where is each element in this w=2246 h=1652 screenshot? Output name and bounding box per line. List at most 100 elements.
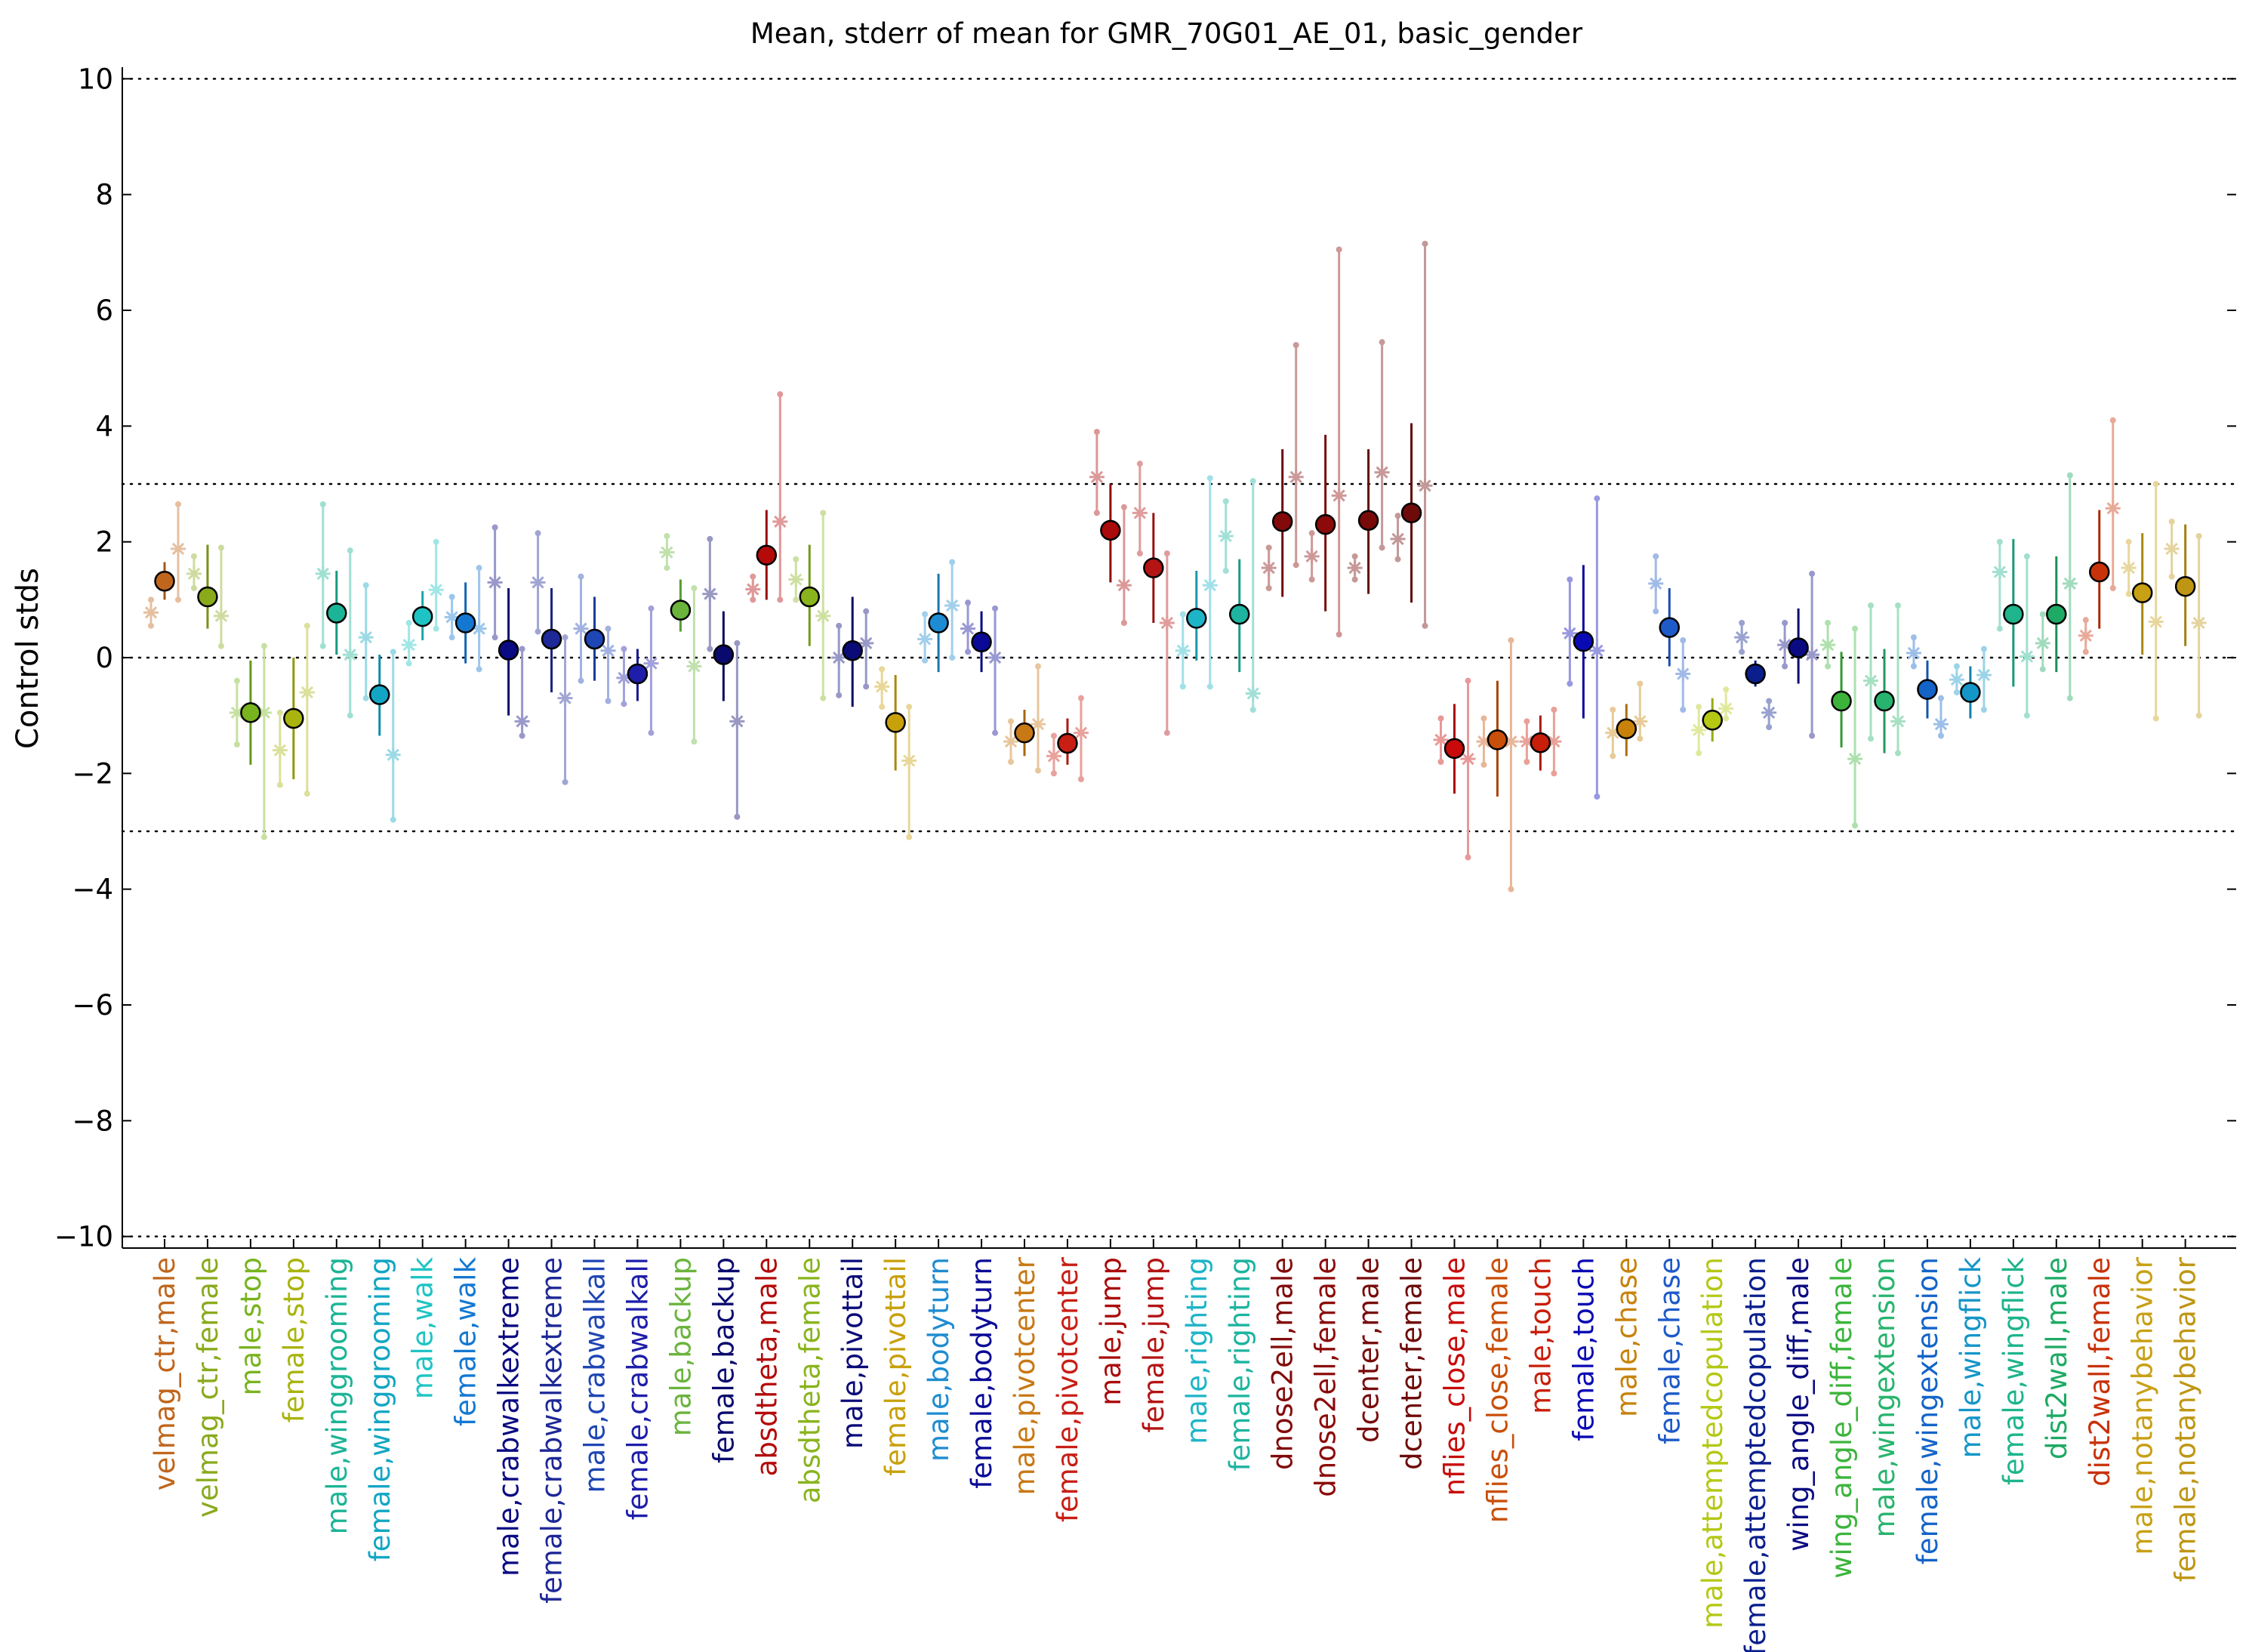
- experiment-mean-marker: [557, 690, 573, 706]
- experiment-error-cap: [992, 605, 999, 612]
- mean-marker: [541, 628, 562, 650]
- asterisk-stroke: [1203, 579, 1216, 592]
- mean-marker: [240, 702, 261, 723]
- experiment-error-cap: [1910, 663, 1917, 670]
- experiment-error-cap: [1437, 715, 1444, 722]
- experiment-error-cap: [2168, 573, 2175, 580]
- asterisk-stroke: [661, 546, 673, 559]
- asterisk-stroke: [2122, 562, 2135, 575]
- experiment-error-cap: [1825, 620, 1832, 626]
- experiment-error-cap: [319, 501, 326, 507]
- experiment-error-cap: [1480, 715, 1487, 722]
- experiment-error-cap: [1292, 342, 1299, 348]
- experiment-error-cap: [276, 781, 283, 788]
- experiment-error-cap: [1249, 707, 1256, 713]
- asterisk-stroke: [1289, 470, 1302, 483]
- experiment-error-cap: [906, 704, 913, 710]
- experiment-error-cap: [922, 657, 929, 664]
- experiment-mean-marker: [1890, 714, 1906, 729]
- asterisk-stroke: [1736, 631, 1748, 644]
- asterisk-stroke: [2063, 577, 2076, 590]
- experiment-error-cap: [303, 791, 310, 797]
- asterisk-stroke: [402, 639, 415, 652]
- asterisk-stroke: [2020, 650, 2033, 663]
- x-tick-label: male,chase: [1610, 1257, 1643, 1417]
- experiment-mean-marker: [2078, 627, 2093, 643]
- experiment-error-cap: [1567, 576, 1573, 583]
- experiment-error-cap: [390, 816, 396, 823]
- experiment-error-cap: [1953, 663, 1960, 670]
- experiment-error-cap: [1249, 478, 1256, 485]
- experiment-mean-marker: [944, 598, 960, 613]
- x-tick-label: absdtheta,female: [793, 1257, 826, 1503]
- asterisk-stroke: [2036, 636, 2049, 649]
- mean-marker: [454, 612, 476, 633]
- x-tick-label: male,backup: [664, 1257, 697, 1436]
- experiment-error-cap: [750, 596, 756, 603]
- experiment-error-cap: [1680, 707, 1687, 713]
- mean-marker: [1745, 663, 1766, 685]
- experiment-mean-marker: [1218, 529, 1234, 544]
- mean-marker: [1487, 729, 1508, 750]
- x-tick-label: velmag_ctr,male: [149, 1257, 181, 1490]
- asterisk-stroke: [575, 622, 587, 635]
- asterisk-stroke: [1591, 644, 1604, 657]
- experiment-mean-marker: [1245, 686, 1261, 701]
- mean-marker: [1443, 738, 1465, 760]
- mean-marker: [1186, 608, 1207, 629]
- experiment-mean-marker: [186, 566, 202, 581]
- y-tick-label: 10: [78, 63, 113, 95]
- experiment-mean-marker: [2191, 615, 2207, 630]
- asterisk-stroke: [316, 567, 329, 580]
- experiment-error-cap: [1308, 530, 1315, 537]
- experiment-mean-marker: [487, 575, 503, 590]
- experiment-error-cap: [1093, 510, 1100, 516]
- experiment-error-cap: [2195, 712, 2202, 719]
- experiment-error-cap: [1292, 562, 1299, 569]
- mean-marker: [1659, 617, 1680, 638]
- experiment-mean-marker: [1675, 666, 1691, 682]
- experiment-error-cap: [519, 646, 525, 652]
- experiment-error-cap: [1136, 461, 1143, 467]
- experiment-mean-marker: [1906, 645, 1921, 661]
- y-axis-ticks: 10 8 6 4 2 0 −2 −4 −6 −8 −10: [54, 63, 2236, 1253]
- experiment-mean-marker: [831, 650, 847, 665]
- asterisk-stroke: [257, 706, 271, 719]
- mean-marker: [971, 631, 992, 653]
- experiment-error-cap: [2039, 611, 2046, 618]
- experiment-error-cap: [836, 692, 843, 698]
- experiment-error-cap: [190, 585, 197, 591]
- experiment-error-cap: [1980, 646, 1987, 652]
- asterisk-stroke: [2165, 542, 2178, 555]
- experiment-error-cap: [949, 655, 956, 661]
- experiment-mean-marker: [1433, 732, 1449, 747]
- mean-marker: [1400, 502, 1422, 524]
- experiment-mean-marker: [2148, 614, 2164, 630]
- experiment-mean-marker: [2105, 501, 2121, 516]
- experiment-error-cap: [362, 582, 369, 589]
- experiment-error-cap: [707, 646, 713, 652]
- asterisk-stroke: [1090, 470, 1104, 483]
- experiment-error-cap: [1336, 631, 1342, 638]
- asterisk-stroke: [1047, 750, 1061, 763]
- experiment-error-cap: [1465, 677, 1471, 684]
- x-tick-label: wing_angle_diff,male: [1782, 1257, 1815, 1552]
- experiment-error-cap: [1739, 620, 1745, 626]
- experiment-error-cap: [664, 565, 670, 572]
- asterisk-stroke: [1693, 723, 1705, 736]
- asterisk-stroke: [945, 599, 959, 612]
- mean-marker: [1530, 732, 1551, 754]
- experiment-error-cap: [1953, 689, 1960, 695]
- experiment-error-cap: [1379, 544, 1385, 551]
- experiment-mean-marker: [917, 631, 933, 647]
- experiment-error-cap: [448, 634, 455, 641]
- asterisk-stroke: [1977, 668, 1991, 682]
- asterisk-stroke: [704, 587, 716, 600]
- experiment-mean-marker: [358, 630, 374, 646]
- experiment-mean-marker: [143, 605, 159, 621]
- experiment-error-cap: [2109, 417, 2116, 424]
- mean-marker: [1143, 557, 1164, 578]
- experiment-mean-marker: [745, 581, 761, 597]
- asterisk-stroke: [559, 692, 572, 704]
- experiment-error-cap: [319, 643, 326, 649]
